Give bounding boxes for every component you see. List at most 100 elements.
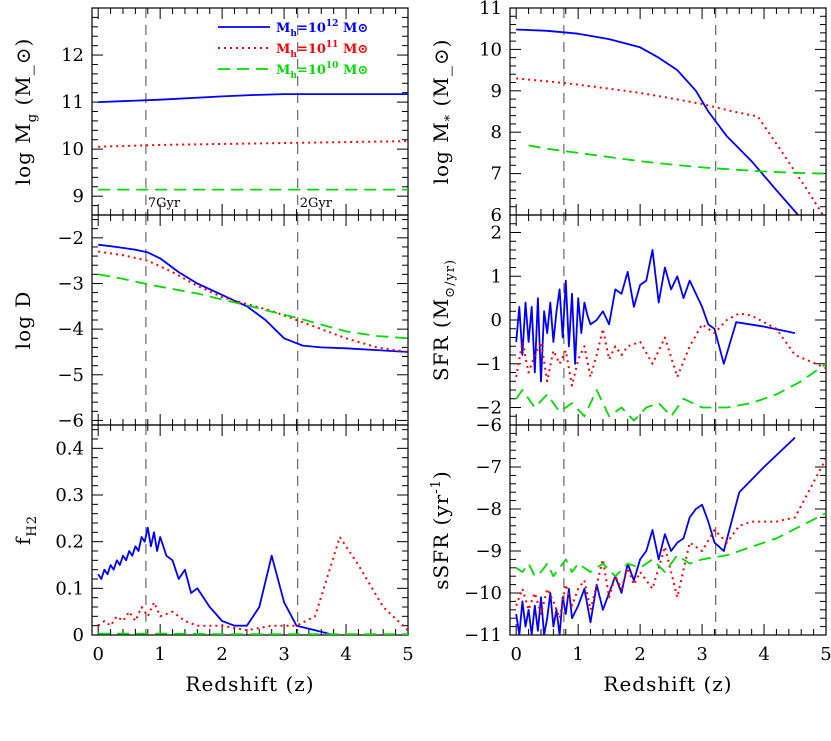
series-line-3	[98, 273, 408, 340]
y-tick-label: 0.4	[55, 438, 84, 459]
y-tick-label: 1	[491, 266, 502, 287]
y-tick-label: −2	[475, 398, 502, 419]
plot-frame	[509, 7, 827, 216]
series-group	[515, 436, 826, 635]
time-marker-label: 2Gyr	[300, 196, 333, 211]
y-tick-label: 6	[491, 205, 502, 226]
y-tick-label: 11	[479, 0, 502, 19]
x-tick-label: 0	[92, 644, 103, 665]
y-axis-title-rest: )	[429, 470, 453, 479]
y-axis-title-rest: (M_⊙)	[429, 39, 453, 114]
y-tick-label: −6	[57, 410, 84, 431]
x-tick-label: 5	[820, 644, 831, 665]
series-group	[516, 28, 826, 215]
legend-label: Mh=1012 M⊙	[276, 19, 368, 39]
y-tick-label: 0.3	[55, 485, 84, 506]
x-tick-label: 0	[510, 644, 521, 665]
panel-sSFR: −11 −10 −9 −8 −7 −6 0 1 2 3 4 5 Redshift (z) sSFR (yr…	[429, 415, 831, 696]
y-tick-label: −6	[475, 415, 502, 436]
y-tick-label: −2	[57, 228, 84, 249]
y-tick-label: 2	[491, 223, 502, 244]
y-tick-label: 9	[491, 81, 502, 102]
series-line-1	[98, 93, 408, 103]
legend-label-part: M⊙	[338, 63, 368, 78]
legend-label-part: h	[290, 50, 297, 60]
panel-fH2: 0 0.1 0.2 0.3 0.4 0 1 2 3 4 5 Redshift (z) fH2	[11, 424, 414, 696]
plot-frame	[91, 214, 409, 426]
series-line-3	[515, 363, 826, 422]
legend-label-part: =10	[297, 21, 326, 36]
series-line-2	[98, 250, 408, 353]
legend-label-part: M⊙	[338, 21, 368, 36]
plot-frame	[91, 7, 409, 216]
y-axis-title-subscript: g	[25, 113, 40, 122]
series-line-1	[97, 526, 334, 635]
y-tick-label: −4	[57, 319, 84, 340]
y-axis-title: log Mg (M_⊙)	[11, 38, 40, 186]
legend-label-part: =10	[297, 63, 326, 78]
x-tick-label: 3	[278, 644, 289, 665]
legend-label-part: h	[290, 71, 297, 81]
y-tick-label: −8	[475, 499, 502, 520]
y-tick-label: 0	[491, 310, 502, 331]
x-tick-label: 4	[340, 644, 351, 665]
y-tick-label: 10	[61, 139, 84, 160]
series-line-3	[98, 632, 408, 635]
series-group	[98, 93, 408, 191]
y-axis-title-subscript: ⊙/yr)	[443, 259, 458, 298]
x-tick-label: 2	[634, 644, 645, 665]
y-tick-label: −10	[464, 583, 502, 604]
y-tick-label: 0.1	[55, 578, 84, 599]
series-line-1	[515, 436, 796, 635]
x-tick-label: 2	[216, 644, 227, 665]
y-axis-title: sSFR (yr-1)	[429, 470, 453, 589]
y-tick-label: 9	[73, 186, 84, 207]
y-axis-title: SFR (M⊙/yr)	[429, 259, 458, 381]
y-axis-title-subscript: *	[443, 114, 458, 122]
y-tick-label: −3	[57, 273, 84, 294]
legend-label-part: M⊙	[338, 42, 368, 57]
x-axis-title: Redshift (z)	[185, 672, 314, 696]
y-axis-title-superscript: -1	[429, 479, 444, 494]
y-tick-label: 10	[479, 39, 502, 60]
y-tick-label: 0.2	[55, 532, 84, 553]
y-axis-title-subscript: H2	[25, 515, 40, 537]
series-line-1	[515, 249, 796, 383]
series-group	[515, 249, 826, 422]
series-line-2	[98, 140, 408, 148]
legend-label-part: h	[290, 29, 297, 39]
y-tick-label: −7	[475, 457, 502, 478]
panel-log-D: −6 −5 −4 −3 −2 log D	[11, 214, 409, 431]
series-line-2	[515, 458, 826, 620]
time-marker-label: 7Gyr	[148, 196, 181, 211]
series-line-3	[515, 512, 826, 578]
x-tick-label: 3	[696, 644, 707, 665]
legend-label-part: =10	[297, 42, 326, 57]
legend: Mh=1012 M⊙Mh=1011 M⊙Mh=1010 M⊙	[218, 19, 368, 81]
series-line-2	[516, 77, 824, 215]
panel-SFR: −2 −1 0 1 2 SFR (M⊙/yr)	[429, 214, 827, 426]
y-tick-label: −5	[57, 365, 84, 386]
series-line-1	[98, 243, 408, 353]
panel-log-Mstar: 6 7 8 9 10 11 log M* (M_⊙)	[429, 0, 827, 226]
series-line-2	[515, 312, 826, 387]
series-line-1	[516, 28, 799, 215]
x-tick-label: 1	[572, 644, 583, 665]
legend-label-part: M	[276, 21, 290, 36]
plot-frame	[91, 424, 409, 636]
legend-label-part: 11	[326, 40, 339, 50]
y-tick-label: 7	[491, 164, 502, 185]
legend-label: Mh=1011 M⊙	[276, 40, 368, 60]
plot-frame	[509, 424, 827, 636]
legend-label-part: 12	[326, 19, 339, 29]
y-tick-label: −11	[464, 625, 502, 646]
series-group	[98, 243, 408, 353]
y-tick-label: 8	[491, 122, 502, 143]
legend-label-part: M	[276, 42, 290, 57]
y-axis-title: log M* (M_⊙)	[429, 39, 458, 185]
y-tick-label: −9	[475, 541, 502, 562]
y-axis-title-rest: (M_⊙)	[11, 38, 35, 113]
legend-label-part: M	[276, 63, 290, 78]
